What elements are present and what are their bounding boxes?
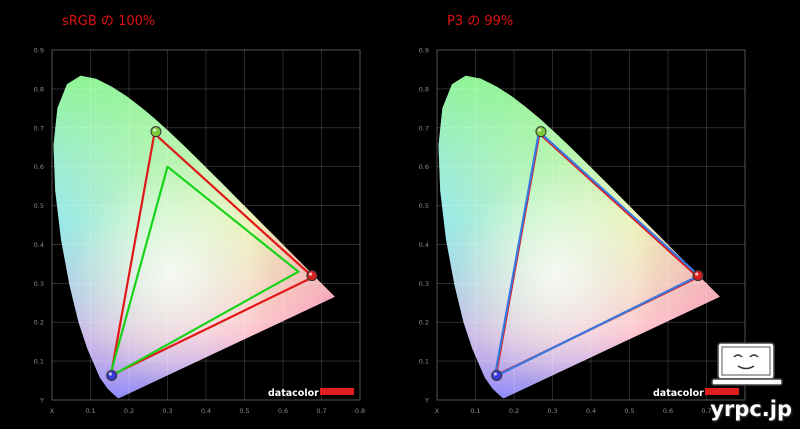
primary-marker [692, 270, 704, 282]
y-tick-label: 0.6 [34, 163, 44, 171]
primary-marker-highlight [108, 372, 112, 376]
x-tick-label: 0.8 [740, 407, 750, 415]
datacolor-logo: datacolor [653, 388, 704, 399]
y-tick-label: 0.8 [419, 85, 429, 93]
y-tick-label: 0.9 [419, 47, 429, 55]
primary-marker [150, 126, 162, 138]
primary-marker [491, 370, 503, 381]
y-tick-label: 0.8 [34, 85, 44, 93]
x-tick-label: 0.2 [124, 407, 134, 415]
y-tick-label: 0.2 [34, 319, 44, 327]
x-tick-label: X [435, 407, 440, 415]
x-tick-label: 0.2 [509, 407, 519, 415]
chart-title-srgb: sRGB の 100% [62, 14, 156, 29]
x-tick-label: 0.1 [85, 407, 95, 415]
x-tick-label: 0.3 [547, 407, 557, 415]
primary-marker-highlight [493, 372, 497, 376]
primary-marker-highlight [538, 128, 542, 132]
x-tick-label: 0.5 [239, 407, 249, 415]
datacolor-logo-bar [320, 388, 354, 395]
chart-title-p3: P3 の 99% [447, 14, 514, 29]
white-point-glow [53, 75, 335, 399]
y-tick-label: 0.5 [34, 202, 44, 210]
y-tick-label: 0.7 [34, 124, 44, 132]
x-tick-label: 0.8 [355, 407, 365, 415]
gamut-chart-p3: X 0.1 0.2 0.3 0.4 0.5 0.6 0.7 0.8 0.9 0.8 0.7 0.6 0.5… [419, 47, 751, 416]
datacolor-logo: datacolor [268, 388, 319, 399]
y-tick-label: 0.1 [419, 358, 429, 366]
y-tick-label: 0.6 [419, 163, 429, 171]
x-tick-label: 0.4 [586, 407, 596, 415]
x-tick-label: 0.1 [470, 407, 480, 415]
primary-marker [106, 370, 118, 381]
y-tick-label: 0.9 [34, 47, 44, 55]
x-tick-label: 0.7 [701, 407, 711, 415]
gamut-triangle-1 [493, 130, 700, 378]
y-tick-label: 0.3 [34, 280, 44, 288]
laptop-logo-icon [711, 342, 783, 386]
white-point-glow [438, 75, 720, 399]
x-tick-label: 0.6 [278, 407, 288, 415]
x-tick-label: 0.4 [201, 407, 211, 415]
gamut-triangle-0 [109, 132, 315, 377]
gamut-triangle-1 [108, 165, 300, 378]
y-tick-label: 0.2 [419, 319, 429, 327]
datacolor-logo-bar [705, 388, 739, 395]
x-tick-label: X [50, 407, 55, 415]
x-tick-label: 0.3 [162, 407, 172, 415]
x-tick-label: 0.5 [624, 407, 634, 415]
y-tick-label: 0.4 [34, 241, 44, 249]
y-tick-label: Y [39, 397, 44, 405]
y-tick-label: 0.3 [419, 280, 429, 288]
y-tick-label: 0.4 [419, 241, 429, 249]
y-tick-label: 0.1 [34, 358, 44, 366]
primary-marker-highlight [153, 128, 157, 132]
primary-marker [535, 126, 547, 138]
gamut-chart-srgb: X 0.1 0.2 0.3 0.4 0.5 0.6 0.7 0.8 0.9 0.8 0.7 0.6 0.5… [34, 47, 366, 416]
primary-marker-highlight [695, 272, 699, 276]
primary-marker [306, 270, 318, 282]
y-tick-label: 0.7 [419, 124, 429, 132]
x-tick-label: 0.6 [663, 407, 673, 415]
primary-marker-highlight [308, 272, 313, 276]
x-tick-label: 0.7 [316, 407, 326, 415]
y-tick-label: Y [424, 397, 429, 405]
watermark-text: yrpc.jp [710, 397, 792, 421]
y-tick-label: 0.5 [419, 202, 429, 210]
